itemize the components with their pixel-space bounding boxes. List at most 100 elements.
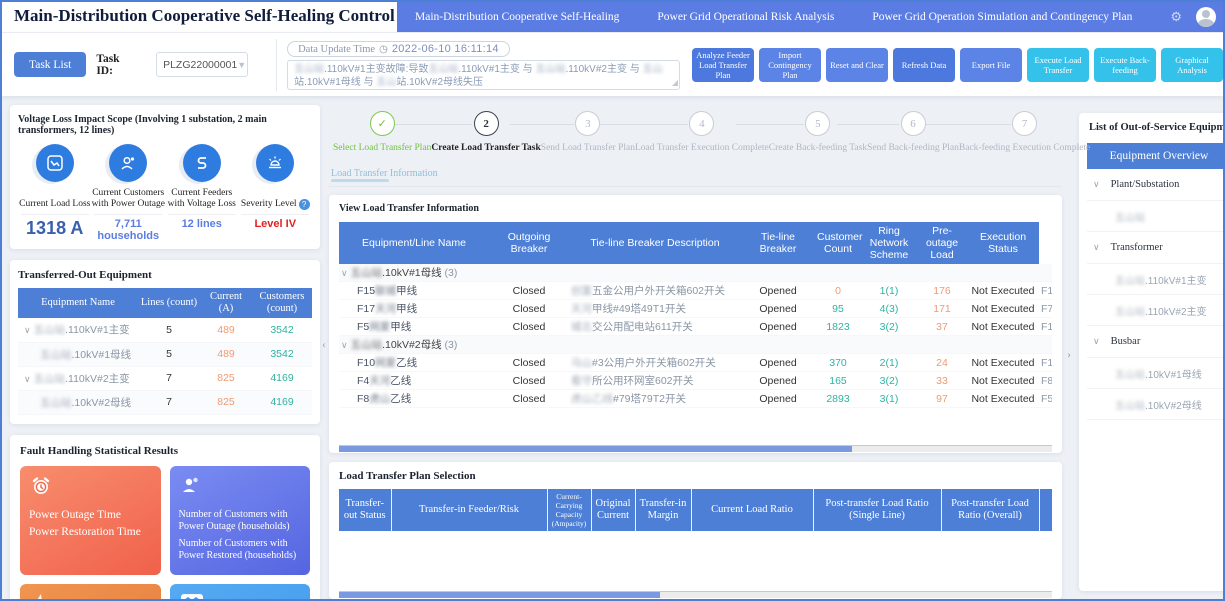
table-row[interactable]: 五山站.10kV#2母线78254169 xyxy=(18,390,312,414)
feeder-id: F10 xyxy=(357,357,375,369)
ring-network-scheme: 2(1) xyxy=(861,354,917,372)
busbar-name: .10kV#2母线 xyxy=(382,339,444,351)
stat-value: 12 lines xyxy=(168,214,236,230)
redacted-text: 天河 xyxy=(375,303,396,315)
main-table-hscroll-thumb[interactable] xyxy=(339,446,852,452)
fault-card-1: Number of Customers with Power Outage (h… xyxy=(170,466,311,575)
step-1: ✓Select Load Transfer Plan xyxy=(333,111,431,153)
redacted-text: 五山站 xyxy=(34,373,66,385)
top-bar: Main-Distribution Cooperative Self-Heali… xyxy=(2,2,1223,32)
equipment-tree: ∨Plant/Substation五山站∨Transformer五山站.110k… xyxy=(1087,169,1223,420)
customer-count: 95 xyxy=(815,300,861,318)
stat-value: 1318 A xyxy=(21,214,89,239)
step-5: 5Create Back-feeding Task xyxy=(769,111,867,153)
current-value: 489 xyxy=(200,342,252,366)
redacted-text: 五山站 xyxy=(40,349,72,361)
tree-node-0[interactable]: ∨Plant/Substation xyxy=(1087,169,1223,201)
nav-item-0[interactable]: Main-Distribution Cooperative Self-Heali… xyxy=(415,11,619,23)
impact-scope-title: Voltage Loss Impact Scope (Involving 1 s… xyxy=(18,114,312,136)
tree-item[interactable]: 五山站 xyxy=(1087,201,1223,232)
stat-value: Level IV xyxy=(241,214,309,230)
nav-item-2[interactable]: Power Grid Operation Simulation and Cont… xyxy=(872,11,1132,23)
toolbar-button-1[interactable]: Import Contingency Plan xyxy=(759,48,821,82)
table-row[interactable]: F15联城甲线Closed创富五金公用户外开关箱602开关Opened01(1)… xyxy=(339,282,1052,300)
group-row[interactable]: ∨五山站.10kV#1母线 (3) xyxy=(339,264,1052,282)
description-text: 站.10kV#1母线 与 xyxy=(294,77,376,88)
task-id-select[interactable]: PLZG22000001 ▼ xyxy=(156,52,248,77)
task-list-button[interactable]: Task List xyxy=(14,52,86,77)
feeder-id: F17 xyxy=(357,303,375,315)
help-icon[interactable]: ? xyxy=(299,199,310,210)
fault-card-2: Number of Out-of-Service DevicesBusbars:… xyxy=(20,584,161,601)
toolbar-button-3[interactable]: Refresh Data xyxy=(893,48,955,82)
group-row[interactable]: ∨五山站.10kV#2母线 (3) xyxy=(339,336,1052,354)
customer-count: 2893 xyxy=(815,390,861,408)
load-transfer-info-card: View Load Transfer Information Equipment… xyxy=(329,195,1062,453)
main-table-hscrollbar xyxy=(339,445,1052,452)
tree-node-1[interactable]: ∨Transformer xyxy=(1087,232,1223,264)
avatar[interactable] xyxy=(1196,7,1216,27)
column-header: Outgoing Breaker xyxy=(489,222,569,264)
fault-description-textarea[interactable]: 五山站.110kV#1主变故障:导致五山站.110kV#1主变 与 五山站.11… xyxy=(287,60,680,90)
equipment-overview-header[interactable]: Equipment Overview xyxy=(1087,143,1223,169)
table-row[interactable]: ∨五山站.110kV#2主变78254169 xyxy=(18,366,312,390)
chevron-down-icon[interactable]: ∨ xyxy=(24,325,31,335)
fault-stats-card: Fault Handling Statistical Results Power… xyxy=(10,435,320,601)
feeder-name: 甲线 xyxy=(390,321,411,333)
table-row[interactable]: F17天河甲线Closed天河甲线#49塔49T1开关Opened954(3)1… xyxy=(339,300,1052,318)
fault-card-line: Power Restoration Time xyxy=(29,526,152,538)
step-number: 7 xyxy=(1012,111,1037,136)
update-time-label: Data Update Time xyxy=(298,44,375,55)
load-transfer-table: Equipment/Line NameOutgoing BreakerTie-l… xyxy=(339,222,1052,408)
impact-stat-1: Current Customers with Power Outage7,711… xyxy=(92,144,166,242)
lines-count: 7 xyxy=(138,390,200,414)
toolbar-button-0[interactable]: Analyze Feeder Load Transfer Plan xyxy=(692,48,754,82)
nav-item-1[interactable]: Power Grid Operational Risk Analysis xyxy=(657,11,834,23)
feeder-id: F15 xyxy=(357,285,375,297)
customer-icon xyxy=(109,144,147,182)
plan-table-hscroll-thumb[interactable] xyxy=(339,592,660,598)
collapse-left-icon[interactable]: ‹ xyxy=(322,337,326,352)
step-4: 4Load Transfer Execution Complete xyxy=(635,111,769,153)
tree-node-2[interactable]: ∨Busbar xyxy=(1087,326,1223,358)
chevron-down-icon[interactable]: ∨ xyxy=(24,374,31,384)
tab-row: Load Transfer Information xyxy=(329,163,1062,187)
toolbar-button-6[interactable]: Execute Back-feeding xyxy=(1094,48,1156,82)
toolbar-button-7[interactable]: Graphical Analysis xyxy=(1161,48,1223,82)
divider xyxy=(276,39,277,91)
chevron-down-icon[interactable]: ∨ xyxy=(341,340,348,350)
tree-item[interactable]: 五山站.10kV#2母线 xyxy=(1087,389,1223,420)
tie-breaker-description: 交公用配电站611开关 xyxy=(592,321,693,333)
table-row[interactable]: ∨五山站.110kV#1主变54893542 xyxy=(18,318,312,342)
table-row[interactable]: F10网夏乙线Closed马山#3公用户外开关箱602开关Opened3702(… xyxy=(339,354,1052,372)
tab-load-transfer-information[interactable]: Load Transfer Information xyxy=(331,168,438,186)
toolbar-button-5[interactable]: Execute Load Transfer xyxy=(1027,48,1089,82)
table-row[interactable]: F4天河乙线Closed看守所公用环网室602开关Opened1653(2)33… xyxy=(339,372,1052,390)
lines-count: 7 xyxy=(138,366,200,390)
column-header: Tie-line Breaker Description xyxy=(569,222,741,264)
feeder-id: F8 xyxy=(357,393,369,405)
tie-line-breaker: Opened xyxy=(741,372,815,390)
tree-item[interactable]: 五山站.110kV#1主变 xyxy=(1087,264,1223,295)
toolbar-button-2[interactable]: Reset and Clear xyxy=(826,48,888,82)
transferred-out-card: Transferred-Out Equipment Equipment Name… xyxy=(10,260,320,424)
toolbar-button-4[interactable]: Export File xyxy=(960,48,1022,82)
task-id-value: PLZG22000001 xyxy=(163,59,237,71)
table-row[interactable]: 五山站.10kV#1母线54893542 xyxy=(18,342,312,366)
column-header: Tie-line Breaker xyxy=(741,222,815,264)
execution-status: Not Executed xyxy=(967,354,1039,372)
tie-line-breaker: Opened xyxy=(741,354,815,372)
column-header: Execution Status xyxy=(967,222,1039,264)
tree-item[interactable]: 五山站.10kV#1母线 xyxy=(1087,358,1223,389)
resize-handle-icon[interactable]: ◢ xyxy=(672,76,678,89)
step-number: 4 xyxy=(689,111,714,136)
column-header: Lines (count) xyxy=(138,288,200,318)
gear-icon[interactable]: ⚙ xyxy=(1170,9,1182,25)
table-row[interactable]: F8虎山乙线Closed虎山乙线#79塔79T2开关Opened28933(1)… xyxy=(339,390,1052,408)
ring-network-scheme: 1(1) xyxy=(861,282,917,300)
collapse-right-icon[interactable]: › xyxy=(1067,347,1071,362)
chevron-down-icon[interactable]: ∨ xyxy=(341,268,348,278)
table-row[interactable]: F5网夏甲线Closed城北交公用配电站611开关Opened18233(2)3… xyxy=(339,318,1052,336)
tab-indicator xyxy=(331,179,389,182)
tree-item[interactable]: 五山站.110kV#2主变 xyxy=(1087,295,1223,326)
